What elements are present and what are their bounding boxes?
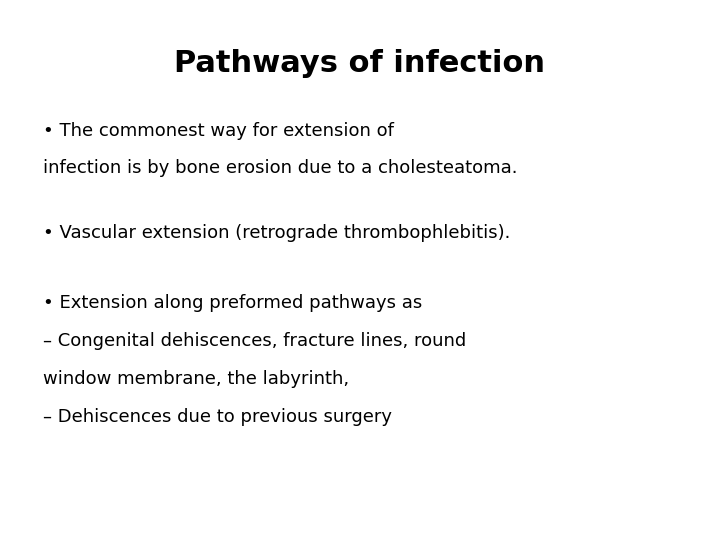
Text: Pathways of infection: Pathways of infection xyxy=(174,49,546,78)
Text: – Congenital dehiscences, fracture lines, round: – Congenital dehiscences, fracture lines… xyxy=(43,332,467,350)
Text: • Extension along preformed pathways as: • Extension along preformed pathways as xyxy=(43,294,423,312)
Text: window membrane, the labyrinth,: window membrane, the labyrinth, xyxy=(43,370,349,388)
Text: • The commonest way for extension of: • The commonest way for extension of xyxy=(43,122,394,139)
Text: infection is by bone erosion due to a cholesteatoma.: infection is by bone erosion due to a ch… xyxy=(43,159,518,177)
Text: • Vascular extension (retrograde thrombophlebitis).: • Vascular extension (retrograde thrombo… xyxy=(43,224,510,242)
Text: – Dehiscences due to previous surgery: – Dehiscences due to previous surgery xyxy=(43,408,392,426)
